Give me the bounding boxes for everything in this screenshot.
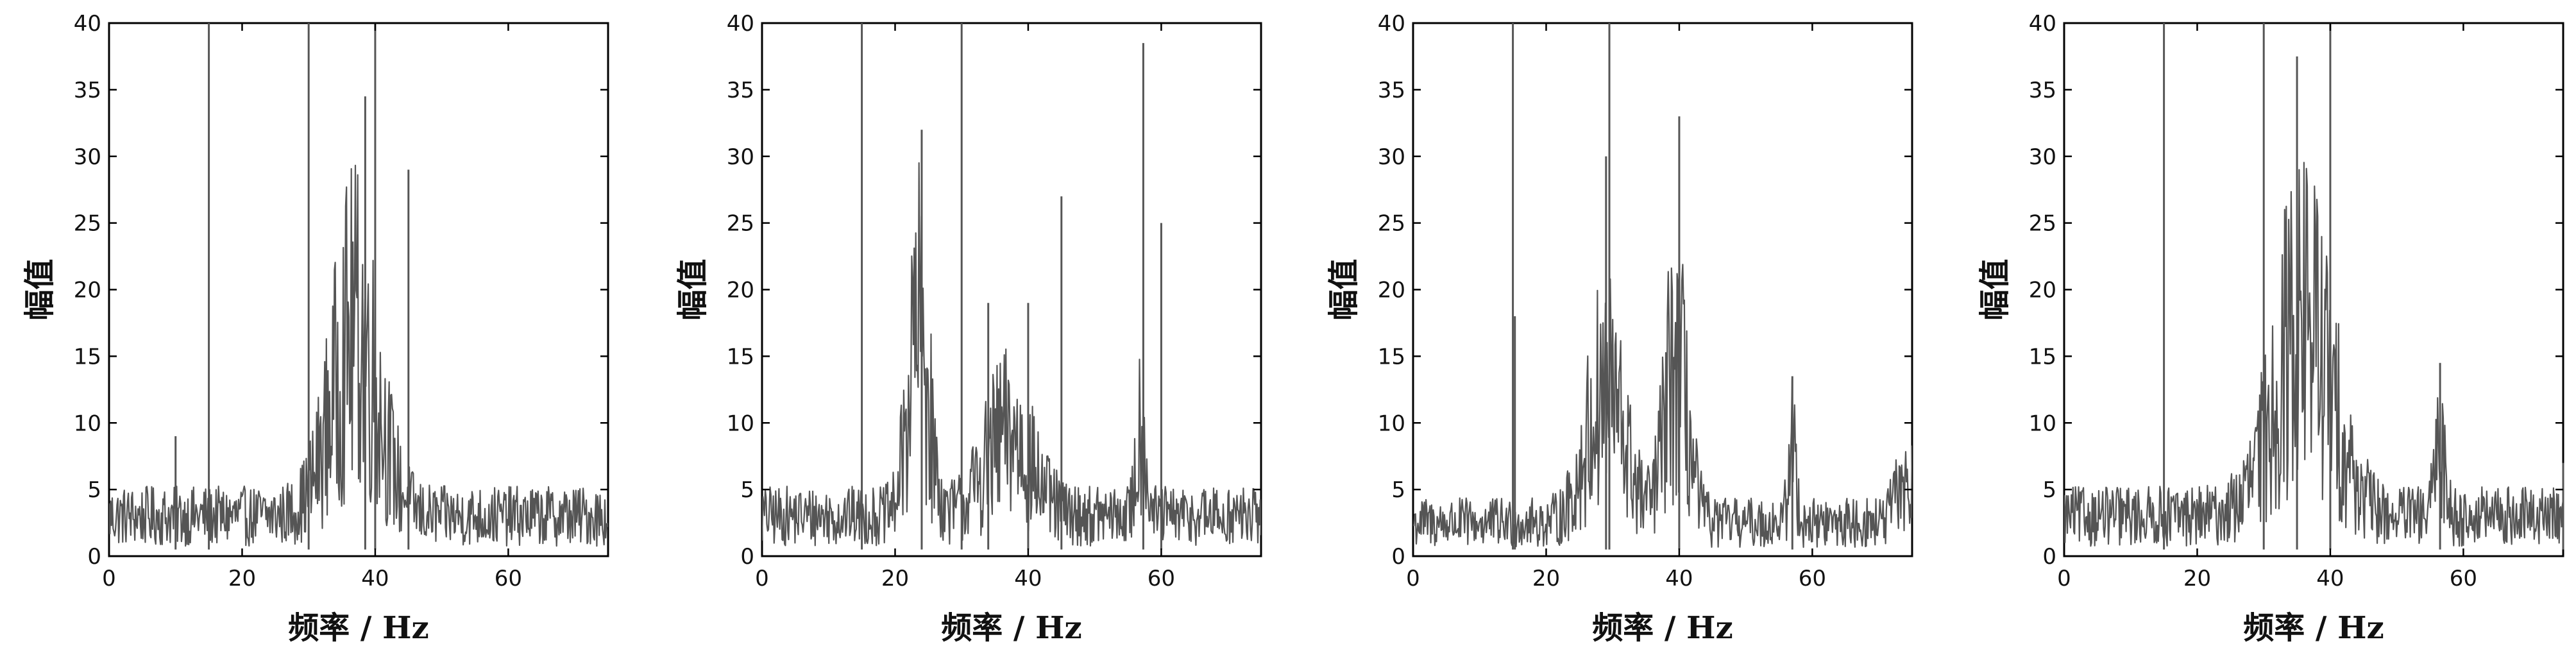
x-tick-label: 20 [1532, 566, 1560, 591]
subplot-4: 0 20 40 60 0 5 10 15 20 25 30 35 40 频率 / Hz 幅值 [1977, 11, 2564, 646]
x-tick-label: 40 [361, 566, 389, 591]
y-tick-label: 5 [740, 477, 754, 503]
y-tick-label: 40 [74, 11, 101, 37]
y-tick-label: 5 [87, 477, 101, 503]
y-tick-label: 5 [1391, 477, 1405, 503]
y-tick-label: 20 [1378, 278, 1405, 303]
x-tick-label: 0 [755, 566, 769, 591]
spectrum-line [109, 164, 608, 547]
y-tick-label: 20 [74, 278, 101, 303]
y-tick-label: 15 [74, 344, 101, 369]
y-tick-label: 30 [2029, 144, 2056, 170]
y-tick-label: 35 [2029, 78, 2056, 103]
y-tick-label: 20 [2029, 278, 2056, 303]
x-axis-label: 频率 / Hz [2243, 610, 2384, 646]
y-tick-label: 40 [1378, 11, 1405, 37]
spectrum-line [2064, 162, 2563, 547]
y-tick-label: 10 [1378, 411, 1405, 436]
y-tick-label: 0 [87, 544, 101, 570]
y-tick-label: 40 [727, 11, 754, 37]
x-tick-label: 40 [2316, 566, 2344, 591]
y-axis-label: 幅值 [22, 259, 58, 320]
y-tick-label: 10 [2029, 411, 2056, 436]
y-tick-label: 0 [2042, 544, 2056, 570]
y-tick-label: 30 [1378, 144, 1405, 170]
x-tick-label: 60 [1148, 566, 1175, 591]
y-axis-label: 幅值 [675, 259, 711, 320]
x-tick-label: 20 [881, 566, 909, 591]
y-axis-label: 幅值 [1326, 259, 1362, 320]
subplot-2: 0 20 40 60 0 5 10 15 20 25 30 35 40 频率 / Hz 幅值 [675, 11, 1262, 646]
y-tick-label: 25 [727, 211, 754, 237]
spectrum-line [1413, 263, 1912, 548]
x-tick-label: 60 [1799, 566, 1826, 591]
x-tick-label: 0 [102, 566, 116, 591]
y-tick-label: 20 [727, 278, 754, 303]
y-tick-label: 35 [1378, 78, 1405, 103]
y-tick-label: 35 [727, 78, 754, 103]
x-tick-label: 60 [495, 566, 522, 591]
x-tick-label: 20 [2183, 566, 2211, 591]
x-tick-label: 40 [1665, 566, 1693, 591]
plot-frame [1412, 22, 1913, 557]
y-tick-label: 15 [1378, 344, 1405, 369]
y-tick-label: 0 [740, 544, 754, 570]
y-tick-label: 10 [727, 411, 754, 436]
spectrum-line [762, 162, 1261, 547]
y-tick-label: 25 [74, 211, 101, 237]
y-tick-label: 40 [2029, 11, 2056, 37]
x-tick-label: 60 [2450, 566, 2477, 591]
y-tick-label: 35 [74, 78, 101, 103]
y-axis-label: 幅值 [1977, 259, 2013, 320]
x-axis-label: 频率 / Hz [288, 610, 429, 646]
y-tick-label: 15 [727, 344, 754, 369]
y-tick-label: 30 [727, 144, 754, 170]
y-tick-label: 15 [2029, 344, 2056, 369]
y-tick-label: 5 [2042, 477, 2056, 503]
x-tick-label: 0 [1406, 566, 1420, 591]
subplot-3: 0 20 40 60 0 5 10 15 20 25 30 35 40 频率 / Hz 幅值 [1326, 11, 1913, 646]
x-tick-label: 20 [228, 566, 256, 591]
subplot-1: 0 20 40 60 0 5 10 15 20 25 30 35 40 频率 / Hz 幅值 [22, 11, 609, 646]
y-tick-label: 25 [2029, 211, 2056, 237]
y-tick-label: 30 [74, 144, 101, 170]
y-tick-label: 25 [1378, 211, 1405, 237]
x-axis-label: 频率 / Hz [941, 610, 1082, 646]
y-tick-label: 10 [74, 411, 101, 436]
x-axis-label: 频率 / Hz [1592, 610, 1733, 646]
y-tick-label: 0 [1391, 544, 1405, 570]
x-tick-label: 0 [2057, 566, 2071, 591]
x-tick-label: 40 [1014, 566, 1042, 591]
